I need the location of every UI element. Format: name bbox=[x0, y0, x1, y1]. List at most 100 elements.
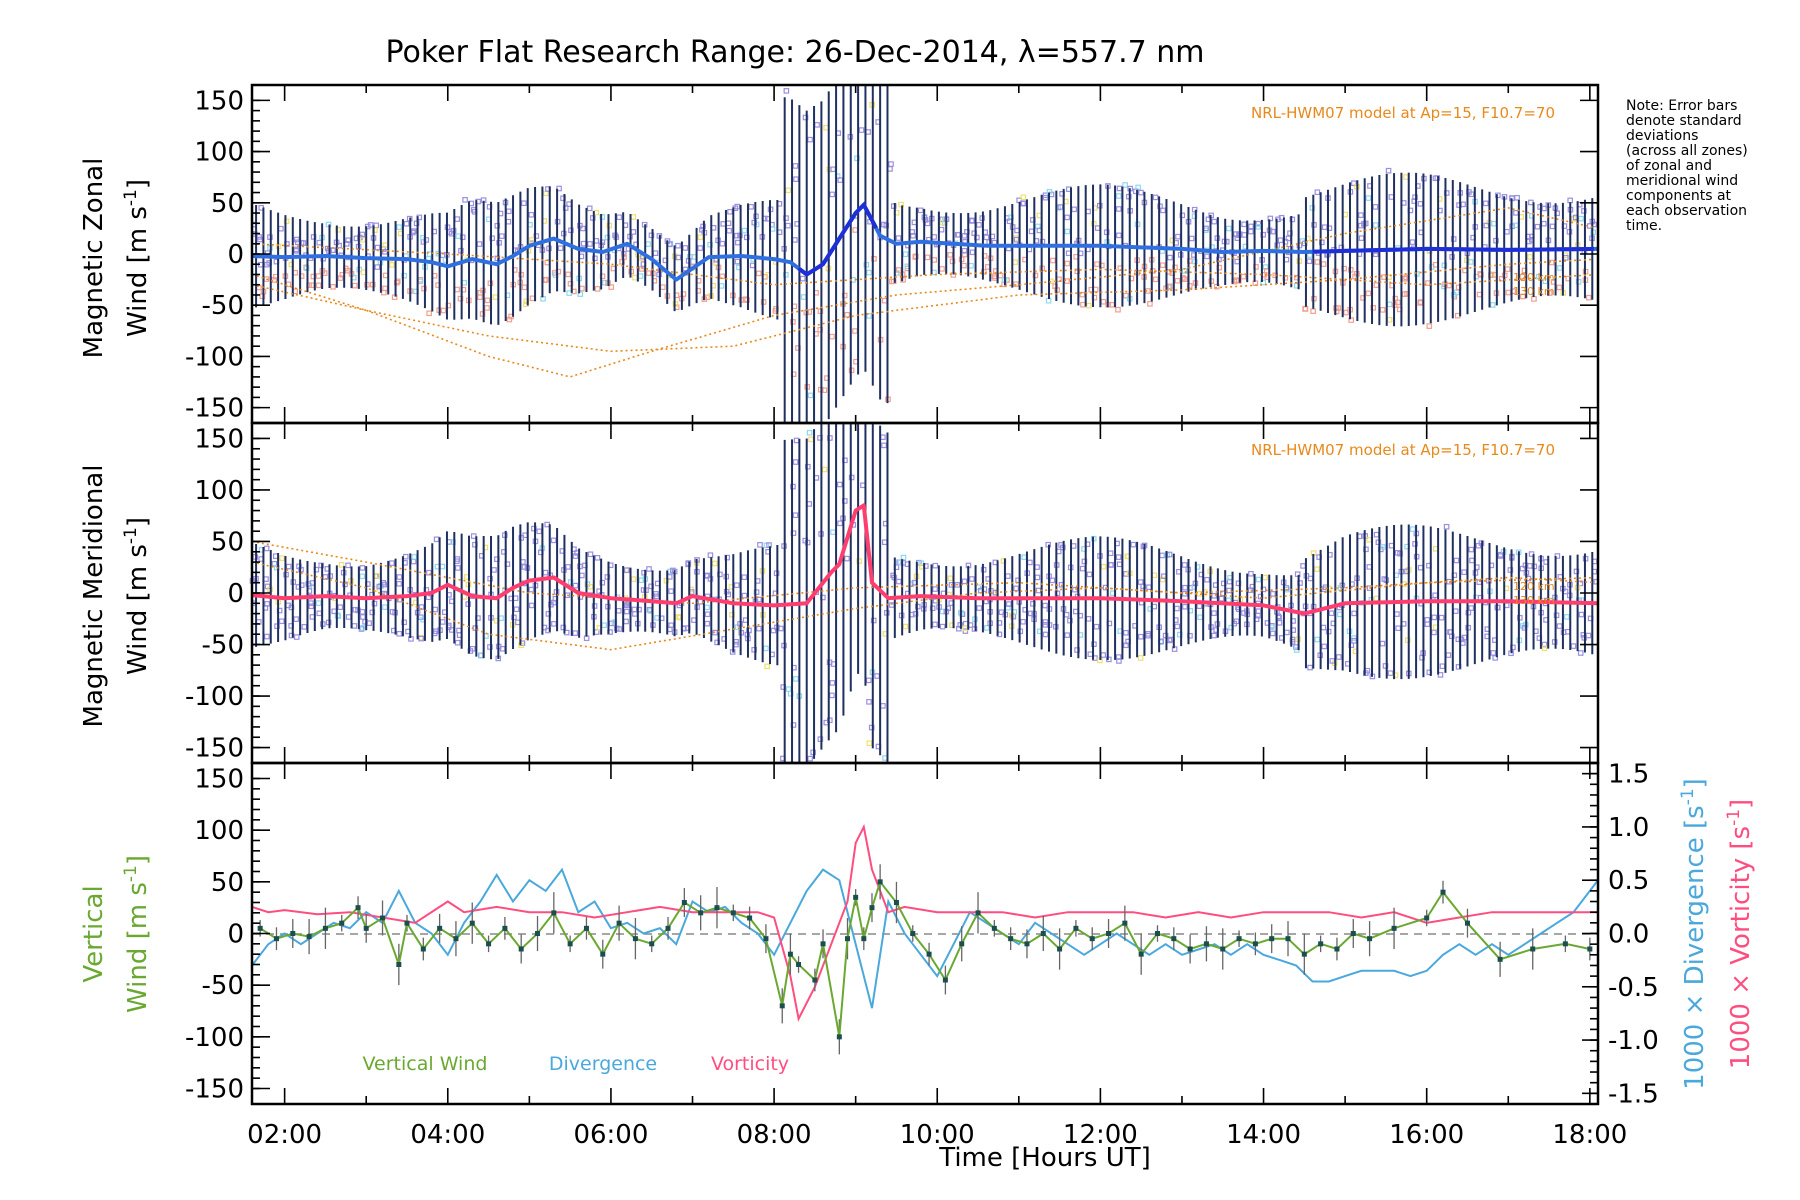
zonal-y-tick-label: 0 bbox=[227, 240, 244, 270]
meridional-scatter-point bbox=[1042, 602, 1048, 609]
vertical-y-tick-label: -150 bbox=[185, 1075, 244, 1105]
meridional-scatter-point bbox=[293, 634, 300, 640]
zonal-scatter-point bbox=[1456, 202, 1462, 208]
vertical-ylabel-close: ] bbox=[123, 855, 153, 865]
meridional-scatter-point bbox=[1233, 618, 1240, 625]
meridional-scatter-point bbox=[1116, 658, 1122, 664]
meridional-scatter-point bbox=[1541, 641, 1548, 648]
meridional-scatter-point bbox=[856, 558, 862, 564]
vertical-wind-point bbox=[1236, 936, 1242, 942]
meridional-scatter-point bbox=[821, 466, 828, 473]
meridional-scatter-point bbox=[513, 606, 520, 613]
vertical-wind-point bbox=[1154, 931, 1160, 936]
zonal-scatter-point bbox=[1483, 200, 1489, 207]
meridional-scatter-point bbox=[792, 459, 799, 465]
zonal-scatter-point bbox=[871, 256, 877, 262]
zonal-scatter-point bbox=[586, 205, 593, 212]
meridional-scatter-point bbox=[1461, 569, 1467, 575]
meridional-scatter-point bbox=[1578, 611, 1585, 618]
meridional-scatter-point bbox=[1380, 544, 1386, 550]
zonal-scatter-point bbox=[587, 241, 593, 247]
zonal-ylabel: Magnetic Zonal Wind [m s-1] bbox=[79, 158, 153, 359]
zonal-scatter-point bbox=[1064, 260, 1071, 267]
zonal-scatter-point bbox=[783, 88, 790, 94]
meridional-scatter-point bbox=[1424, 621, 1431, 627]
meridional-scatter-point bbox=[560, 624, 567, 631]
zonal-scatter-point bbox=[910, 232, 916, 239]
zonal-scatter-point bbox=[968, 217, 975, 224]
meridional-scatter-point bbox=[896, 578, 902, 585]
meridional-scatter-point bbox=[587, 583, 594, 590]
meridional-scatter-point bbox=[396, 630, 403, 637]
meridional-model-curve bbox=[251, 540, 1594, 605]
meridional-scatter-point bbox=[712, 629, 718, 636]
zonal-scatter-point bbox=[1314, 189, 1321, 196]
zonal-scatter-point bbox=[359, 231, 366, 238]
meridional-scatter-point bbox=[932, 586, 938, 592]
vertical-wind-point bbox=[1350, 931, 1356, 936]
meridional-scatter-point bbox=[778, 625, 784, 632]
meridional-scatter-point bbox=[763, 645, 769, 652]
zonal-scatter-point bbox=[983, 234, 990, 241]
meridional-altitude-label-130: 130 km bbox=[1513, 594, 1555, 607]
meridional-scatter-point bbox=[567, 579, 574, 585]
meridional-scatter-point bbox=[454, 565, 461, 571]
zonal-model-curve bbox=[251, 207, 1595, 378]
meridional-scatter-point bbox=[1336, 654, 1342, 660]
zonal-scatter-point bbox=[1314, 259, 1321, 265]
zonal-scatter-point bbox=[902, 251, 909, 258]
meridional-model-curve bbox=[251, 561, 1594, 651]
zonal-scatter-point bbox=[707, 241, 713, 248]
zonal-scatter-point bbox=[359, 236, 366, 243]
meridional-scatter-point bbox=[411, 554, 417, 560]
zonal-scatter-point bbox=[697, 245, 703, 251]
meridional-mean-line bbox=[251, 503, 1599, 616]
zonal-scatter-point bbox=[367, 222, 374, 228]
meridional-scatter-point bbox=[1159, 576, 1166, 583]
meridional-scatter-point bbox=[1507, 567, 1514, 573]
x-tick-label: 08:00 bbox=[737, 1120, 812, 1150]
meridional-scatter-point bbox=[1226, 587, 1232, 594]
meridional-scatter-point bbox=[487, 644, 493, 650]
zonal-scatter-point bbox=[1351, 180, 1357, 187]
zonal-scatter-point bbox=[858, 127, 865, 133]
zonal-scatter-point bbox=[1240, 273, 1247, 280]
meridional-scatter-point bbox=[1497, 553, 1504, 559]
meridional-scatter-point bbox=[1042, 619, 1049, 625]
zonal-scatter-point bbox=[895, 267, 902, 273]
meridional-scatter-point bbox=[1269, 630, 1276, 637]
zonal-scatter-point bbox=[1032, 272, 1039, 279]
meridional-scatter-point bbox=[1573, 568, 1580, 575]
vertical-wind-point bbox=[1252, 941, 1258, 947]
vertical-wind-point bbox=[257, 925, 263, 931]
meridional-scatter-point bbox=[263, 545, 270, 552]
zonal-scatter-point bbox=[888, 161, 894, 167]
zonal-scatter-point bbox=[592, 255, 598, 262]
zonal-scatter-point bbox=[599, 214, 606, 220]
zonal-scatter-point bbox=[1211, 218, 1217, 225]
legend-divergence: Divergence bbox=[549, 1053, 657, 1075]
vertical-wind-point bbox=[991, 925, 997, 931]
x-tick-label: 14:00 bbox=[1226, 1120, 1301, 1150]
meridional-scatter-point bbox=[1387, 670, 1394, 676]
meridional-ylabel-sup: -1 bbox=[121, 527, 141, 544]
zonal-scatter-point bbox=[947, 252, 953, 258]
zonal-scatter-point bbox=[1467, 259, 1474, 265]
meridional-scatter-point bbox=[418, 635, 424, 642]
zonal-scatter-point bbox=[1504, 266, 1511, 272]
note-line-3: deviations bbox=[1626, 128, 1698, 144]
meridional-scatter-point bbox=[827, 435, 833, 441]
zonal-ylabel-close: ] bbox=[123, 179, 153, 189]
meridional-scatter-point bbox=[866, 699, 872, 705]
vertical-wind-point bbox=[1318, 941, 1324, 947]
meridional-model-layer bbox=[251, 540, 1594, 651]
meridional-y-tick-label: 150 bbox=[194, 424, 244, 454]
zonal-scatter-point bbox=[1505, 289, 1512, 296]
vertical-wind-point bbox=[1269, 936, 1275, 942]
meridional-scatter-point bbox=[1137, 655, 1144, 661]
meridional-scatter-point bbox=[932, 562, 939, 569]
zonal-scatter-point bbox=[1138, 189, 1144, 196]
meridional-altitude-label-120: 120 km bbox=[1513, 580, 1555, 593]
zonal-scatter-point bbox=[898, 201, 904, 208]
meridional-scatter-point bbox=[1255, 612, 1261, 619]
